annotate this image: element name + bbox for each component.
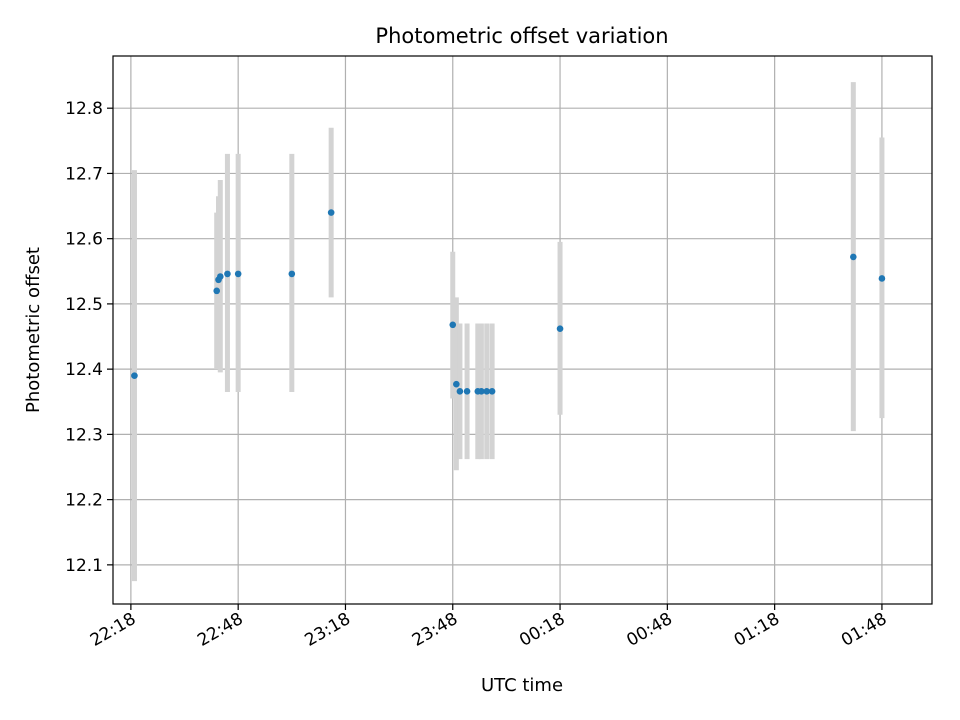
data-point: [449, 321, 457, 329]
data-point: [556, 325, 564, 332]
data-point: [224, 270, 231, 278]
data-point: [878, 275, 886, 282]
y-tick-label: 12.4: [65, 360, 103, 380]
data-point: [456, 388, 464, 395]
data-point: [216, 273, 224, 280]
y-tick-label: 12.5: [65, 295, 103, 315]
data-point: [327, 209, 335, 216]
data-point: [483, 388, 491, 395]
data-point: [288, 270, 296, 278]
data-point: [488, 388, 496, 395]
y-tick-label: 12.2: [65, 491, 103, 511]
y-axis-title: Photometric offset: [23, 247, 44, 413]
y-tick-label: 12.3: [65, 425, 103, 445]
data-point: [478, 388, 485, 395]
x-axis-title: UTC time: [481, 675, 563, 696]
y-tick-label: 12.7: [65, 164, 103, 184]
data-points: [131, 209, 886, 395]
data-point: [213, 287, 221, 295]
data-point: [234, 270, 242, 278]
axis-ticks: [107, 107, 883, 610]
data-point: [850, 253, 857, 261]
chart-title: Photometric offset variation: [375, 24, 668, 48]
y-tick-label: 12.8: [65, 99, 103, 119]
y-tick-label: 12.6: [65, 230, 103, 250]
plot-frame: [112, 55, 933, 605]
y-tick-label: 12.1: [65, 556, 103, 576]
y-tick-labels: 12.1 12.2 12.3 12.4 12.5 12.6 12.7 12.8: [65, 99, 103, 576]
data-point: [463, 388, 471, 395]
data-point: [131, 372, 138, 379]
data-point: [453, 380, 460, 388]
